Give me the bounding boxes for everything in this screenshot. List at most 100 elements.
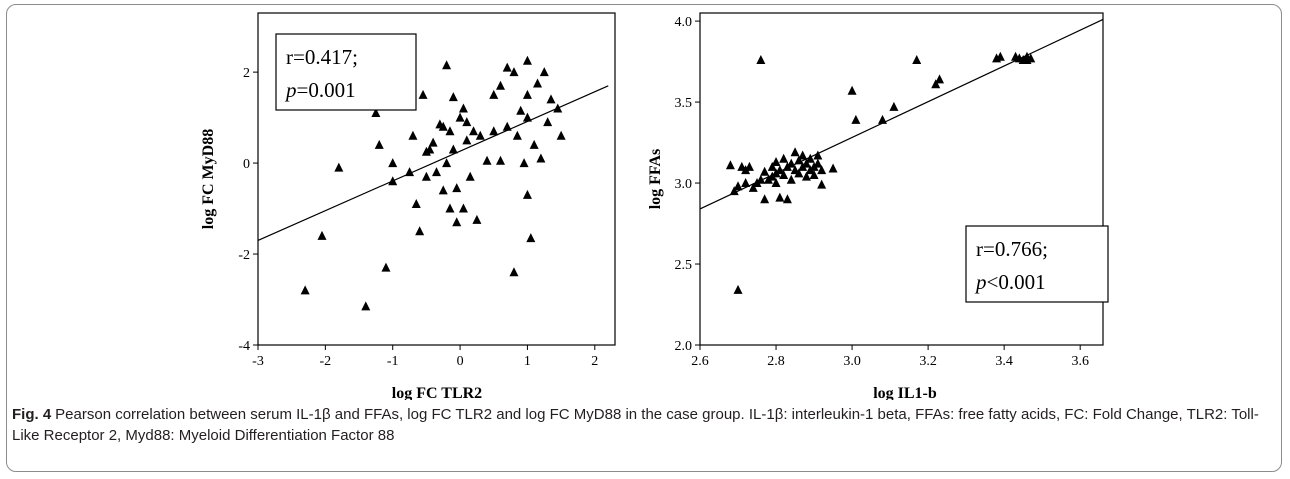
chart-left-points	[300, 55, 566, 311]
data-point	[817, 165, 827, 175]
data-point	[502, 121, 512, 131]
chart-right-stats-box: r=0.766; p<0.001	[965, 225, 1109, 303]
data-point	[421, 171, 431, 181]
data-point	[381, 262, 391, 272]
data-point	[522, 89, 532, 99]
data-point	[495, 155, 505, 165]
stats-p-symbol: p	[974, 270, 987, 294]
stats-box-border	[275, 33, 417, 111]
chart-right-plot-frame	[699, 12, 1104, 346]
data-point	[786, 174, 796, 184]
chart-left-stats-box: r=0.417; p=0.001	[275, 33, 417, 111]
x-tick-label: 3.4	[995, 354, 1013, 369]
chart-right-x-axis-label: log IL1-b	[873, 385, 937, 400]
data-point	[465, 171, 475, 181]
chart-right-points	[725, 51, 1036, 294]
chart-right-x-ticks: 2.6 2.8 3.0 3.2 3.4 3.6	[691, 345, 1089, 369]
data-point	[361, 301, 371, 311]
data-point	[794, 168, 804, 178]
data-point	[744, 161, 754, 171]
data-point	[847, 85, 857, 95]
chart-right: 2.6 2.8 3.0 3.2 3.4 3.6 2.0 2.5 3.0 3.5 4.0 log I…	[647, 12, 1109, 400]
data-point	[725, 160, 735, 170]
chart-left-fit-line	[257, 85, 609, 241]
data-point	[442, 60, 452, 70]
data-point	[760, 166, 770, 176]
data-point	[482, 155, 492, 165]
data-point	[458, 103, 468, 113]
data-point	[522, 112, 532, 122]
figure-caption-label: Fig. 4	[12, 406, 52, 423]
stats-r-value: r=0.766;	[976, 237, 1048, 261]
data-point	[516, 105, 526, 115]
stats-p-value: p=0.001	[284, 78, 356, 102]
data-point	[317, 230, 327, 240]
x-tick-label: 3.2	[919, 354, 937, 369]
data-point	[512, 130, 522, 140]
stats-p-value: p<0.001	[974, 270, 1046, 294]
chart-left-plot-frame	[257, 12, 616, 346]
data-point	[411, 199, 421, 209]
data-point	[452, 183, 462, 193]
data-point	[502, 62, 512, 72]
data-point	[300, 285, 310, 295]
data-point	[539, 67, 549, 77]
chart-left: -3 -2 -1 0 1 2 -4 -2 0 2 log FC TLR2 log FC MyD8…	[200, 12, 616, 400]
y-tick-label: -4	[238, 339, 250, 354]
data-point	[371, 108, 381, 118]
data-point	[798, 150, 808, 160]
stats-p-text: =0.001	[297, 78, 356, 102]
data-point	[469, 126, 479, 136]
data-point	[767, 161, 777, 171]
y-tick-label: -2	[238, 248, 250, 263]
data-point	[522, 55, 532, 65]
chart-right-y-ticks: 2.0 2.5 3.0 3.5 4.0	[675, 15, 700, 354]
data-point	[543, 117, 553, 127]
data-point	[374, 139, 384, 149]
data-point	[509, 267, 519, 277]
data-point	[809, 169, 819, 179]
data-point	[432, 167, 441, 177]
data-point	[995, 51, 1005, 61]
x-tick-label: 3.0	[843, 354, 861, 369]
chart-right-y-axis-label: log FFAs	[647, 149, 664, 210]
data-point	[428, 137, 438, 147]
x-tick-label: -1	[387, 354, 399, 369]
data-point	[442, 158, 452, 168]
data-point	[533, 78, 543, 88]
stats-r-value: r=0.417;	[286, 45, 358, 69]
data-point	[529, 139, 539, 149]
data-point	[748, 182, 758, 192]
x-tick-label: 2.8	[767, 354, 785, 369]
x-tick-label: 2.6	[691, 354, 709, 369]
data-point	[794, 155, 804, 165]
data-point	[775, 192, 785, 202]
x-tick-label: -2	[320, 354, 332, 369]
data-point	[813, 150, 823, 160]
data-point	[445, 126, 455, 136]
data-point	[418, 89, 428, 99]
data-point	[801, 158, 811, 168]
x-tick-label: 3.6	[1071, 354, 1089, 369]
y-tick-label: 0	[243, 157, 250, 172]
x-tick-label: 2	[591, 354, 598, 369]
data-point	[782, 194, 792, 204]
data-point	[489, 126, 499, 136]
data-point	[536, 153, 546, 163]
data-point	[519, 158, 529, 168]
figure-caption-text: Pearson correlation between serum IL-1β …	[12, 406, 1259, 444]
data-point	[556, 130, 566, 140]
data-point	[462, 117, 472, 127]
data-point	[779, 169, 789, 179]
data-point	[828, 163, 838, 173]
y-tick-label: 2	[243, 66, 250, 81]
data-point	[1026, 53, 1036, 63]
chart-left-x-ticks: -3 -2 -1 0 1 2	[252, 345, 598, 369]
stats-box-border	[965, 225, 1109, 303]
data-point	[771, 178, 781, 188]
chart-left-y-ticks: -4 -2 0 2	[238, 66, 258, 354]
data-point	[445, 203, 455, 213]
data-point	[851, 114, 861, 124]
data-point	[733, 284, 743, 294]
data-point	[912, 54, 922, 64]
